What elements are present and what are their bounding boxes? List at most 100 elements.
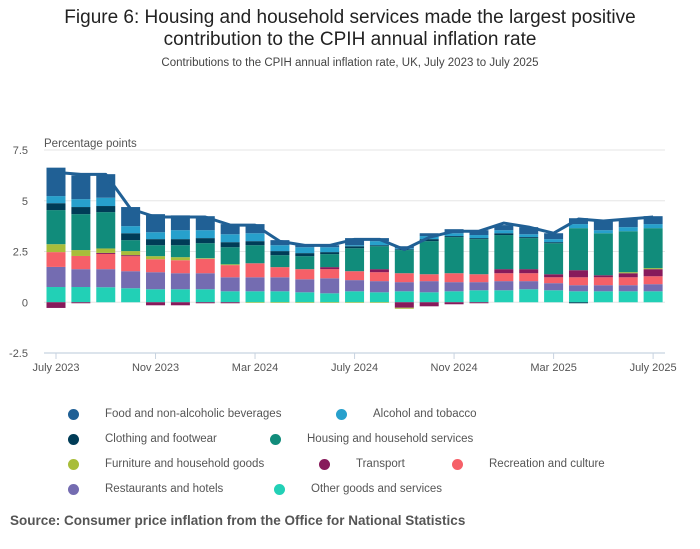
bar-segment: Recreation and culture, Jun 2025: 0.39 <box>618 277 638 286</box>
bar-segment: Clothing and footwear, Nov 2024: 0.05 <box>444 236 464 238</box>
bar-segment: Other goods and services, Feb 2024: 0.54 <box>220 291 240 303</box>
bar-segment: Recreation and culture, Oct 2024: 0.34 <box>419 274 439 282</box>
bar-segment: Recreation and culture, Oct 2023: 0.74 <box>121 256 141 272</box>
bar-stack: Other goods and services, Jul 2025: 0.54… <box>643 216 663 303</box>
bar-segment: Restaurants and hotels, Mar 2024: 0.69 <box>245 277 265 292</box>
legend-item-alcohol[interactable]: Alcohol and tobacco <box>336 408 477 420</box>
bar-segment: Alcohol and tobacco, May 2024: 0.29 <box>295 247 315 254</box>
bar-segment: Restaurants and hotels, Feb 2024: 0.69 <box>220 277 240 292</box>
bar-stack: Other goods and services, Aug 2023: 0.75… <box>71 175 91 304</box>
bar-stack: Other goods and services, Jun 2025: 0.54… <box>618 219 638 303</box>
bar-segment: Transport, Feb 2024: -0.05 <box>220 302 240 304</box>
bar-segment: Food and non-alcoholic beverages, Dec 20… <box>170 215 190 231</box>
bar-segment: Alcohol and tobacco, Aug 2024: 0.2 <box>369 241 389 246</box>
legend-item-food[interactable]: Food and non-alcoholic beverages <box>68 408 281 420</box>
bar-segment: Housing and household services, Jul 2024… <box>345 248 365 272</box>
bar-stack: Other goods and services, Aug 2024: 0.49… <box>369 238 389 303</box>
legend-swatch-icon <box>452 458 463 470</box>
bar-segment: Other goods and services, Aug 2024: 0.49 <box>369 292 389 303</box>
bar-segment: Other goods and services, Sep 2023: 0.74 <box>96 287 116 303</box>
bar-segment: Restaurants and hotels, Oct 2023: 0.84 <box>121 271 141 289</box>
legend-item-furniture[interactable]: Furniture and household goods <box>68 458 264 470</box>
bar-segment: Other goods and services, Apr 2025: 0.54 <box>568 291 588 303</box>
bar-segment: Food and non-alcoholic beverages, Jul 20… <box>345 238 365 246</box>
bar-segment: Other goods and services, Jul 2024: 0.54 <box>345 291 365 303</box>
bar-segment: Restaurants and hotels, Sep 2024: 0.45 <box>394 282 414 292</box>
bar-segment: Other goods and services, Nov 2023: 0.64 <box>146 289 166 303</box>
bar-segment: Restaurants and hotels, Jun 2025: 0.3 <box>618 285 638 292</box>
bar-segment: Restaurants and hotels, Nov 2024: 0.45 <box>444 282 464 292</box>
legend-item-restaurants[interactable]: Restaurants and hotels <box>68 483 223 495</box>
bar-segment: Clothing and footwear, Jul 2023: 0.34 <box>46 203 66 211</box>
bar-segment: Clothing and footwear, Oct 2024: 0.1 <box>419 239 439 242</box>
bar-segment: Transport, May 2025: 0.1 <box>593 275 613 278</box>
legend-item-other[interactable]: Other goods and services <box>274 483 442 495</box>
legend-swatch-icon <box>68 433 79 445</box>
legend-item-transport[interactable]: Transport <box>319 458 405 470</box>
bar-segment: Alcohol and tobacco, Apr 2024: 0.29 <box>270 245 290 252</box>
bar-segment: Food and non-alcoholic beverages, Sep 20… <box>394 246 414 249</box>
bar-stack: Other goods and services, Jul 2023: 0.75… <box>46 167 66 308</box>
bar-segment: Transport, Feb 2025: 0.2 <box>519 269 539 274</box>
bar-segment: Furniture and household goods, Oct 2023:… <box>121 251 141 256</box>
x-tick-label: Nov 2024 <box>431 362 478 374</box>
bar-segment: Other goods and services, Jan 2025: 0.59 <box>494 290 514 303</box>
bar-segment: Alcohol and tobacco, Nov 2023: 0.34 <box>146 232 166 240</box>
bar-segment: Alcohol and tobacco, Jan 2024: 0.39 <box>195 230 215 239</box>
bar-segment: Other goods and services, Apr 2024: 0.54 <box>270 291 290 303</box>
bar-segment: Transport, Jan 2024: -0.05 <box>195 302 215 304</box>
bar-segment: Restaurants and hotels, Feb 2025: 0.4 <box>519 281 539 290</box>
bar-segment: Transport, Mar 2025: 0.15 <box>544 274 564 278</box>
bar-stack: Other goods and services, Apr 2024: 0.54… <box>270 240 290 303</box>
bar-stack: Other goods and services, Nov 2024: 0.54… <box>444 229 464 305</box>
legend-item-clothing[interactable]: Clothing and footwear <box>68 433 217 445</box>
x-tick-label: July 2023 <box>32 362 79 374</box>
bar-stack: Other goods and services, Feb 2025: 0.64… <box>519 227 539 303</box>
bar-stack: Other goods and services, Dec 2024: 0.59… <box>469 230 489 304</box>
bar-segment: Housing and household services, Jan 2025… <box>494 235 514 270</box>
legend-item-housing[interactable]: Housing and household services <box>270 433 473 445</box>
bar-stack: Other goods and services, Jul 2024: 0.54… <box>345 238 365 303</box>
bar-segment: Transport, Aug 2023: -0.05 <box>71 302 91 304</box>
chart-subtitle: Contributions to the CPIH annual inflati… <box>161 57 539 69</box>
bar-segment: Housing and household services, Jun 2024… <box>320 254 340 268</box>
bar-segment: Housing and household services, Dec 2024… <box>469 239 489 275</box>
bar-segment: Clothing and footwear, Apr 2024: 0.2 <box>270 251 290 256</box>
bar-segment: Alcohol and tobacco, Jan 2025: 0.15 <box>494 230 514 234</box>
bar-segment: Recreation and culture, May 2025: 0.39 <box>593 277 613 286</box>
bar-segment: Housing and household services, Mar 2025… <box>544 243 564 275</box>
bar-stack: Other goods and services, Sep 2024: 0.54… <box>394 246 414 309</box>
bar-segment: Clothing and footwear, Aug 2023: 0.35 <box>71 207 91 215</box>
bar-segment: Clothing and footwear, Nov 2023: 0.3 <box>146 239 166 246</box>
bar-segment: Food and non-alcoholic beverages, Mar 20… <box>245 224 265 234</box>
legend-item-recreation[interactable]: Recreation and culture <box>452 458 605 470</box>
bar-segment: Recreation and culture, Jan 2025: 0.39 <box>494 273 514 282</box>
bar-segment: Recreation and culture, Mar 2025: 0.29 <box>544 277 564 284</box>
legend-label: Alcohol and tobacco <box>373 408 477 420</box>
bar-segment: Housing and household services, Jan 2024… <box>195 243 215 259</box>
cpih-line-group <box>55 170 654 251</box>
bar-segment: Furniture and household goods, Mar 2024:… <box>245 302 265 303</box>
bar-segment: Alcohol and tobacco, Mar 2025: 0.15 <box>544 239 564 243</box>
bar-segment: Other goods and services, Sep 2024: 0.54 <box>394 291 414 303</box>
legend-swatch-icon <box>270 433 281 445</box>
bar-segment: Food and non-alcoholic beverages, May 20… <box>593 221 613 231</box>
bar-segment: Other goods and services, May 2025: 0.54 <box>593 291 613 303</box>
bar-segment: Furniture and household goods, Apr 2024:… <box>270 302 290 303</box>
bar-segment: Furniture and household goods, Jun 2025:… <box>618 272 638 274</box>
x-tick-label: Mar 2024 <box>232 362 278 374</box>
bar-segment: Housing and household services, Apr 2025… <box>568 228 588 271</box>
bar-segment: Alcohol and tobacco, Apr 2025: 0.2 <box>568 224 588 229</box>
cpih-line <box>55 170 654 251</box>
bar-segment: Restaurants and hotels, Jan 2025: 0.45 <box>494 281 514 291</box>
bar-segment: Housing and household services, Nov 2024… <box>444 237 464 274</box>
bar-segment: Restaurants and hotels, Jul 2025: 0.35 <box>643 284 663 292</box>
bar-segment: Furniture and household goods, Jan 2024:… <box>195 258 215 259</box>
bar-segment: Recreation and culture, Nov 2023: 0.64 <box>146 259 166 273</box>
legend-label: Furniture and household goods <box>105 458 265 470</box>
bar-segment: Transport, Jun 2024: 0.1 <box>320 267 340 270</box>
bar-segment: Clothing and footwear, Jan 2024: 0.25 <box>195 238 215 244</box>
bar-segment: Recreation and culture, Aug 2024: 0.44 <box>369 272 389 282</box>
bar-segment: Housing and household services, May 2025… <box>593 233 613 276</box>
bar-segment: Housing and household services, Oct 2023… <box>121 240 141 252</box>
